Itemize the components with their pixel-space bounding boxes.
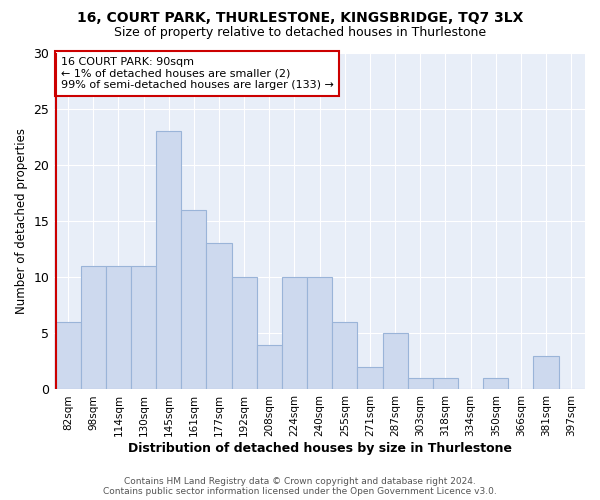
Bar [206,244,232,390]
Bar [433,378,458,390]
Bar [483,378,508,390]
Bar [56,322,81,390]
Bar [81,266,106,390]
Bar [181,210,206,390]
Bar [131,266,156,390]
X-axis label: Distribution of detached houses by size in Thurlestone: Distribution of detached houses by size … [128,442,512,455]
Bar [533,356,559,390]
Y-axis label: Number of detached properties: Number of detached properties [15,128,28,314]
Bar [383,334,407,390]
Bar [358,367,383,390]
Bar [332,322,358,390]
Bar [407,378,433,390]
Bar [282,277,307,390]
Bar [232,277,257,390]
Bar [106,266,131,390]
Bar [257,344,282,390]
Text: Size of property relative to detached houses in Thurlestone: Size of property relative to detached ho… [114,26,486,39]
Text: Contains HM Land Registry data © Crown copyright and database right 2024.
Contai: Contains HM Land Registry data © Crown c… [103,476,497,496]
Bar [156,131,181,390]
Text: 16 COURT PARK: 90sqm
← 1% of detached houses are smaller (2)
99% of semi-detache: 16 COURT PARK: 90sqm ← 1% of detached ho… [61,57,334,90]
Bar [307,277,332,390]
Text: 16, COURT PARK, THURLESTONE, KINGSBRIDGE, TQ7 3LX: 16, COURT PARK, THURLESTONE, KINGSBRIDGE… [77,11,523,25]
